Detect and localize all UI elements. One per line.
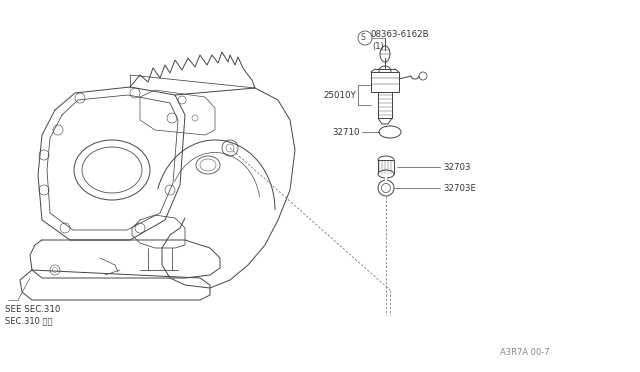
Ellipse shape	[378, 156, 394, 164]
Bar	[371, 72, 399, 92]
Text: SEC.310 参照: SEC.310 参照	[5, 316, 52, 325]
Circle shape	[378, 180, 394, 196]
Text: 32710: 32710	[333, 128, 360, 137]
Text: A3R7A 00-7: A3R7A 00-7	[500, 348, 550, 357]
Text: (1): (1)	[372, 42, 384, 51]
Text: 32703: 32703	[443, 163, 470, 172]
Text: 32703E: 32703E	[443, 184, 476, 193]
Text: S: S	[360, 33, 365, 42]
Text: SEE SEC.310: SEE SEC.310	[5, 305, 60, 314]
Text: 25010Y: 25010Y	[323, 91, 356, 100]
Bar	[378, 160, 394, 174]
Ellipse shape	[378, 170, 394, 178]
Text: 08363-6162B: 08363-6162B	[370, 30, 429, 39]
Bar	[378, 92, 392, 118]
Circle shape	[381, 183, 390, 192]
